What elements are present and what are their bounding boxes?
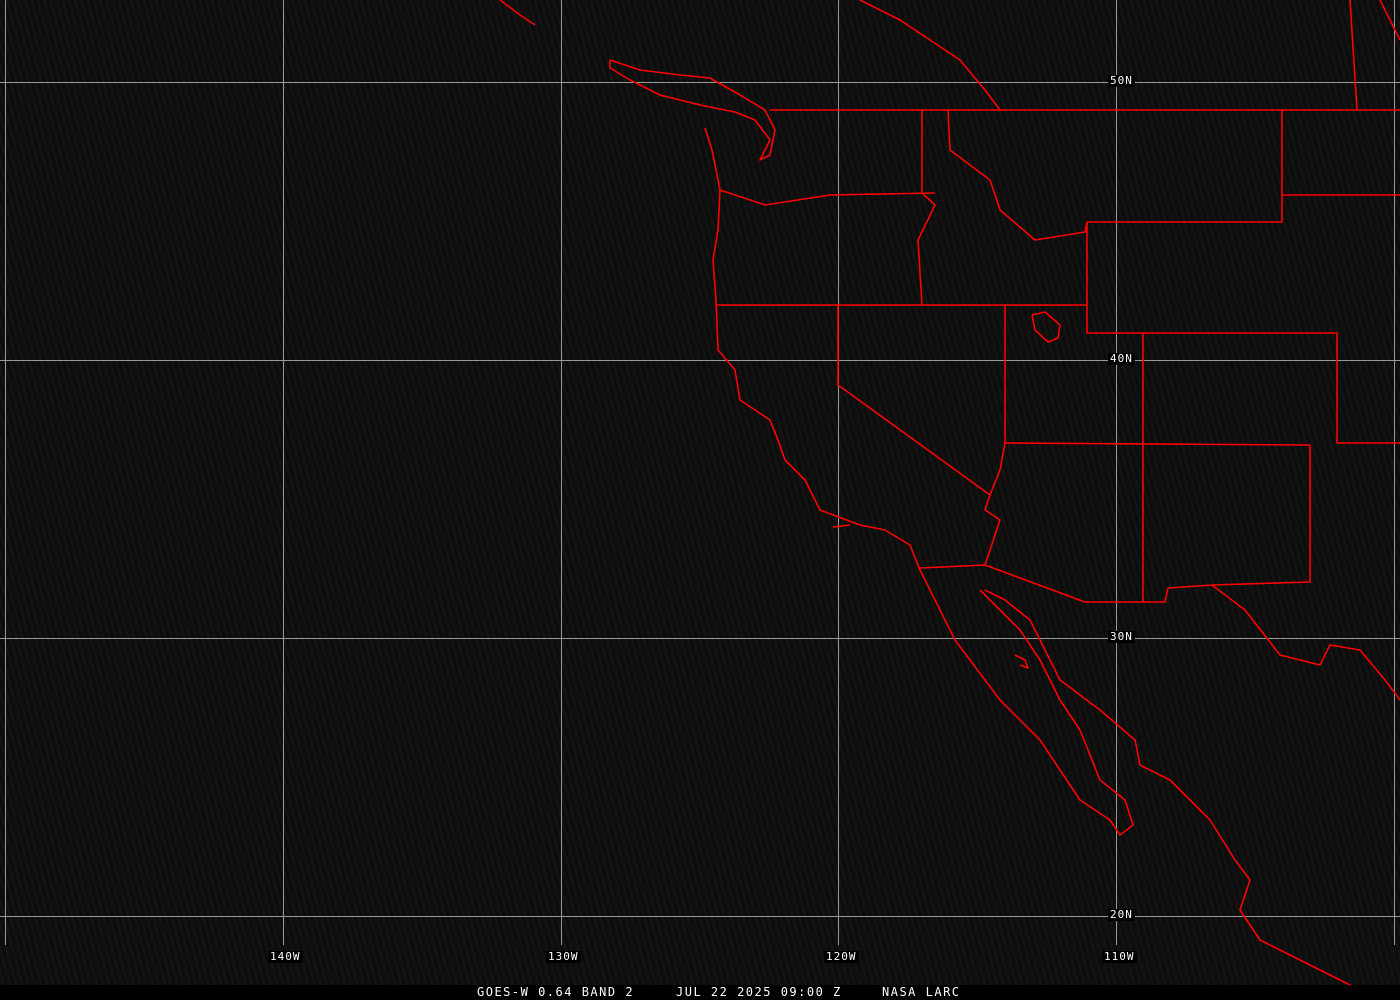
ut-wy-border	[1086, 222, 1144, 602]
lat-lon-grid	[0, 0, 1400, 945]
id-mt-border	[947, 109, 1088, 241]
co-border	[1143, 332, 1400, 444]
gulf-islands	[1014, 654, 1029, 669]
ca-nv-border	[837, 305, 1001, 566]
lat-label-30n: 30N	[1108, 630, 1135, 643]
us-mexico-border	[919, 564, 1400, 701]
alberta-border	[1349, 0, 1358, 111]
az-nm-north	[1004, 442, 1311, 446]
great-salt-lake	[1031, 311, 1061, 343]
channel-islands	[832, 524, 851, 528]
bc-coast	[499, 0, 536, 26]
caption-datetime: JUL 22 2025 09:00 Z	[676, 985, 842, 999]
lon-label-110w: 110W	[1102, 950, 1137, 963]
caption-bar	[0, 985, 1400, 1000]
wa-or-border	[719, 189, 936, 206]
nm-border	[1211, 445, 1311, 586]
lon-label-120w: 120W	[824, 950, 859, 963]
lat-label-40n: 40N	[1108, 352, 1135, 365]
canada-coast	[859, 0, 1001, 111]
or-id-border	[917, 110, 936, 306]
vancouver-island	[609, 59, 776, 161]
political-boundaries	[499, 0, 1400, 991]
caption-source: NASA LARC	[882, 985, 961, 999]
caption-satellite: GOES-W 0.64 BAND 2	[477, 985, 635, 999]
wy-border	[1087, 110, 1283, 223]
gulf-of-california-coast	[984, 589, 1361, 991]
pacific-coastline	[704, 127, 1134, 836]
nv-ut-border	[989, 305, 1006, 496]
lat-label-20n: 20N	[1108, 908, 1135, 921]
lon-label-130w: 130W	[546, 950, 581, 963]
lon-label-140w: 140W	[268, 950, 303, 963]
lat-label-50n: 50N	[1108, 74, 1135, 87]
saskatchewan-line	[1379, 0, 1400, 41]
